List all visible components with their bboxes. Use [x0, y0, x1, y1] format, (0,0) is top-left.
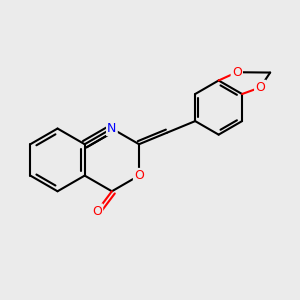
- Text: O: O: [232, 66, 242, 79]
- Text: N: N: [107, 122, 117, 135]
- Text: O: O: [255, 81, 265, 94]
- Text: O: O: [134, 169, 144, 182]
- Text: O: O: [92, 205, 102, 218]
